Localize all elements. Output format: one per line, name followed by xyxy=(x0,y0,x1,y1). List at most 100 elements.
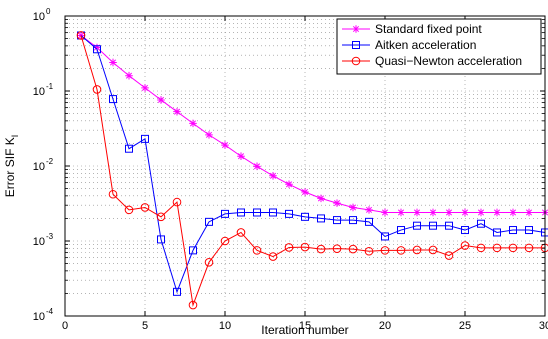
data-point-circle xyxy=(92,85,102,94)
legend-label: Quasi−Newton acceleration xyxy=(375,54,522,68)
legend-marker xyxy=(351,56,361,66)
data-point-asterisk xyxy=(269,172,277,180)
series-line-square xyxy=(80,35,546,294)
x-tick-label: 5 xyxy=(142,320,148,332)
data-point-circle xyxy=(172,197,182,207)
data-point-circle xyxy=(252,246,262,255)
data-point-asterisk xyxy=(525,208,533,217)
data-point-square xyxy=(381,232,389,241)
x-tick-label: 0 xyxy=(62,320,68,332)
legend-entry: Standard fixed point xyxy=(342,22,482,36)
data-point-asterisk xyxy=(317,194,325,203)
legend-label: Standard fixed point xyxy=(375,22,482,36)
data-point-square xyxy=(253,208,261,217)
data-point-asterisk xyxy=(285,180,293,189)
data-point-circle xyxy=(316,244,326,254)
data-point-circle xyxy=(364,246,374,256)
y-axis-label-subscript: I xyxy=(10,135,20,138)
data-point-circle xyxy=(508,243,518,253)
y-tick-label-exponent: 0 xyxy=(46,7,51,16)
y-tick-label: 10 xyxy=(33,311,45,323)
data-point-asterisk xyxy=(477,208,485,217)
legend-entry: Quasi−Newton acceleration xyxy=(342,54,522,68)
data-point-asterisk xyxy=(429,208,437,217)
data-point-square xyxy=(365,217,373,226)
y-axis-label-main: Error SIF K xyxy=(3,137,17,197)
data-point-asterisk xyxy=(237,152,245,161)
data-point-asterisk xyxy=(141,84,149,92)
legend-label: Aitken acceleration xyxy=(375,38,476,52)
data-point-asterisk xyxy=(365,206,373,214)
data-point-circle xyxy=(396,246,406,255)
data-point-asterisk xyxy=(109,58,117,67)
y-tick-label-exponent: -2 xyxy=(46,157,54,166)
data-point-asterisk xyxy=(205,131,213,139)
y-tick-label: 10 xyxy=(33,11,45,23)
data-point-circle xyxy=(348,244,358,254)
data-point-asterisk xyxy=(397,208,405,217)
data-point-asterisk xyxy=(413,208,421,217)
x-tick-label: 15 xyxy=(299,320,311,332)
data-point-circle xyxy=(188,300,198,310)
data-point-asterisk xyxy=(221,141,229,149)
data-point-square xyxy=(525,226,533,235)
legend-marker xyxy=(352,41,360,49)
data-point-square xyxy=(413,221,421,230)
data-point-circle xyxy=(204,257,214,267)
data-point-circle xyxy=(284,243,294,252)
data-point-asterisk xyxy=(381,208,389,217)
data-point-square xyxy=(109,95,117,104)
data-point-asterisk xyxy=(93,43,101,52)
data-point-square xyxy=(397,226,405,235)
series-circle xyxy=(76,31,548,310)
y-tick-label: 10 xyxy=(33,86,45,98)
x-tick-label: 10 xyxy=(219,320,231,332)
y-tick-label: 10 xyxy=(33,161,45,173)
data-point-square xyxy=(221,209,229,218)
data-point-circle xyxy=(140,203,150,212)
data-point-asterisk xyxy=(253,162,261,171)
data-point-square xyxy=(141,134,149,143)
y-axis-label: Error SIF KI xyxy=(3,135,20,198)
series-asterisk xyxy=(77,31,548,217)
data-point-asterisk xyxy=(461,208,469,217)
data-point-square xyxy=(93,45,101,54)
data-point-asterisk xyxy=(173,107,181,116)
data-point-circle xyxy=(428,245,438,255)
data-point-square xyxy=(477,219,485,228)
data-point-asterisk xyxy=(349,203,357,212)
data-point-asterisk xyxy=(493,208,501,217)
data-point-square xyxy=(349,216,357,225)
data-point-square xyxy=(157,235,165,244)
legend: Standard fixed point Aitken acceleration Q… xyxy=(336,18,542,75)
data-point-square xyxy=(317,214,325,223)
y-tick-label: 10 xyxy=(33,236,45,248)
data-point-asterisk xyxy=(509,208,517,217)
data-point-circle xyxy=(524,243,534,253)
data-point-circle xyxy=(108,189,118,199)
data-point-square xyxy=(509,226,517,235)
data-point-square xyxy=(125,144,133,153)
data-point-asterisk xyxy=(125,71,133,80)
data-point-circle xyxy=(412,245,422,255)
data-point-square xyxy=(429,221,437,230)
data-point-circle xyxy=(76,31,86,40)
data-point-square xyxy=(173,287,181,296)
data-point-square xyxy=(269,208,277,217)
data-point-square xyxy=(493,228,501,237)
data-point-circle xyxy=(476,243,486,253)
y-tick-label-exponent: -1 xyxy=(46,82,54,91)
data-point-circle xyxy=(300,242,310,252)
data-point-circle xyxy=(444,251,454,260)
x-axis-label: Iteration number xyxy=(261,323,348,337)
data-point-circle xyxy=(492,243,502,253)
y-tick-label-exponent: -3 xyxy=(46,232,54,241)
data-point-square xyxy=(461,226,469,235)
data-point-circle xyxy=(124,205,134,215)
data-point-square xyxy=(333,216,341,225)
x-tick-label: 30 xyxy=(539,320,548,332)
data-point-circle xyxy=(332,244,342,253)
data-point-asterisk xyxy=(333,199,341,207)
